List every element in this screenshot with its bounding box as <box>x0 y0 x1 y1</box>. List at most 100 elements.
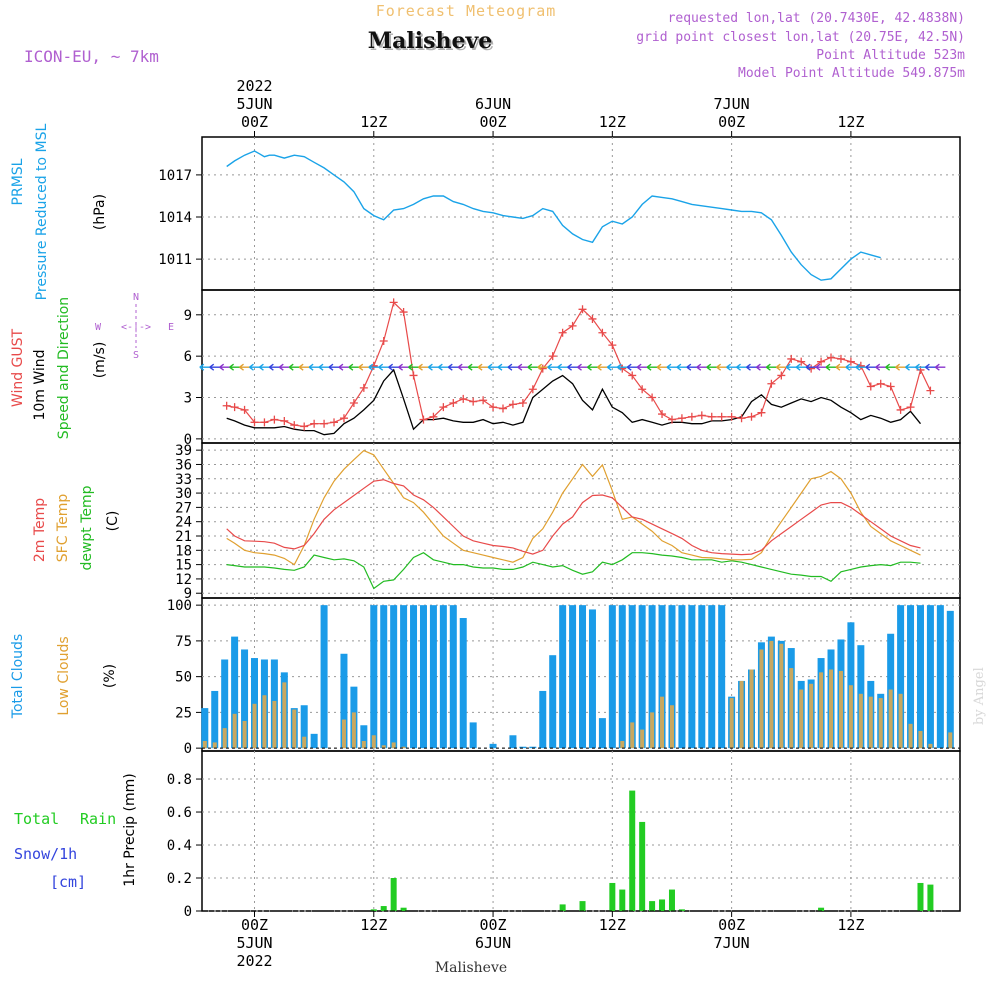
low-cloud-bar <box>351 712 356 749</box>
gust-marker <box>280 416 289 425</box>
total-cloud-bar <box>201 708 209 749</box>
gust-marker <box>222 401 231 410</box>
gust-marker <box>896 405 905 414</box>
gust-marker <box>687 412 696 421</box>
gust-marker <box>469 397 478 406</box>
wind-direction-arrow <box>338 363 349 371</box>
y-tick-label: 9 <box>184 586 192 602</box>
gust-marker <box>886 382 895 391</box>
precip-unit: 1hr Precip (mm) <box>122 773 138 886</box>
gust-marker <box>638 385 647 394</box>
sfc-temp-line <box>226 449 921 566</box>
gust-marker <box>379 337 388 345</box>
total-cloud-bar <box>907 605 915 749</box>
pressure-panel: 1017 1014 1011 PRMSL Pressure Reduced to MSL… <box>10 123 961 300</box>
total-cloud-bar <box>668 605 676 749</box>
wind-direction-arrow <box>686 363 697 371</box>
wind-direction-arrow <box>925 363 936 371</box>
wind-direction-arrow <box>378 363 389 371</box>
wind-label-direction: Speed and Direction <box>56 297 72 439</box>
gust-marker <box>707 412 716 421</box>
gust-marker <box>658 410 667 419</box>
low-cloud-bar <box>341 719 346 749</box>
wind-direction-arrow <box>785 363 797 371</box>
top-time-label: 12Z <box>837 113 864 131</box>
y-tick-label: 18 <box>175 543 192 559</box>
y-tick-label: 0.6 <box>167 805 192 821</box>
precip-label-total: Total <box>14 810 59 828</box>
credit-watermark: by Angel <box>972 667 987 725</box>
total-cloud-bar <box>916 605 924 749</box>
top-year-label: 2022 <box>236 77 272 95</box>
wind-direction-arrow <box>865 363 876 371</box>
gust-marker <box>489 403 498 412</box>
top-time-label: 12Z <box>360 113 387 131</box>
total-cloud-bar <box>618 605 626 749</box>
wind-direction-arrow <box>646 363 658 371</box>
gust-marker <box>866 382 875 391</box>
gust-marker <box>330 418 339 427</box>
top-time-label: 00Z <box>480 113 507 131</box>
gust-marker <box>827 353 836 362</box>
gust-marker <box>598 328 607 337</box>
temp-2m-line <box>226 479 921 556</box>
y-tick-label: 12 <box>175 572 192 588</box>
gust-marker <box>767 379 776 388</box>
total-cloud-bar <box>698 605 706 749</box>
bottom-time-label: 12Z <box>599 916 626 934</box>
total-cloud-bar <box>579 605 587 749</box>
temp-label-sfc: SFC Temp <box>55 494 71 563</box>
gust-marker <box>399 308 408 317</box>
clouds-panel: 100 75 50 25 0 Total Clouds Low Clouds (%) <box>10 597 961 757</box>
low-cloud-bar <box>361 740 366 749</box>
gust-marker <box>677 414 686 423</box>
dewpoint-line <box>226 552 921 590</box>
gust-marker <box>270 415 279 424</box>
panel-frame <box>201 750 961 912</box>
gust-marker <box>449 399 458 408</box>
total-cloud-bar <box>241 649 249 749</box>
y-tick-label: 15 <box>175 558 192 574</box>
wind-label-gust: Wind GUST <box>10 328 26 407</box>
wind-direction-arrow <box>388 363 399 371</box>
wind-direction-arrow <box>229 363 240 371</box>
low-cloud-bar <box>888 689 893 749</box>
bottom-time-label: 12Z <box>360 916 387 934</box>
total-cloud-bar <box>519 746 527 749</box>
wind-direction-arrow <box>855 363 866 371</box>
y-tick-label: 75 <box>175 634 192 650</box>
total-cloud-bar <box>897 605 905 749</box>
wind-direction-arrow <box>507 363 518 371</box>
wind-direction-arrow <box>318 363 330 371</box>
low-cloud-bar <box>749 669 754 749</box>
low-cloud-bar <box>222 728 227 749</box>
bottom-date-label: 5JUN <box>236 934 272 952</box>
gust-marker <box>230 403 239 412</box>
wind-direction-arrow <box>358 363 369 371</box>
gust-marker <box>429 412 438 421</box>
total-cloud-bar <box>231 636 239 749</box>
wind-direction-arrow <box>606 363 618 371</box>
low-cloud-bar <box>809 683 814 749</box>
top-date-label: 6JUN <box>475 95 511 113</box>
wind-direction-arrow <box>915 363 926 371</box>
total-cloud-bar <box>549 655 557 749</box>
wind-direction-arrow <box>368 363 379 371</box>
y-tick-label: 0 <box>184 904 192 920</box>
bottom-time-label: 00Z <box>241 916 268 934</box>
precip-bar <box>380 906 387 911</box>
total-cloud-bar <box>459 618 467 749</box>
wind-direction-arrow <box>805 363 817 371</box>
low-cloud-bar <box>819 672 824 749</box>
pressure-label-prmsl: PRMSL <box>10 158 26 205</box>
total-cloud-bar <box>251 658 258 749</box>
total-cloud-bar <box>439 605 447 749</box>
gust-marker <box>727 412 736 421</box>
wind-direction-arrow <box>656 363 668 371</box>
total-cloud-bar <box>320 605 328 749</box>
wind-direction-arrow <box>616 363 628 371</box>
gust-marker <box>300 422 309 431</box>
low-cloud-bar <box>918 730 923 749</box>
